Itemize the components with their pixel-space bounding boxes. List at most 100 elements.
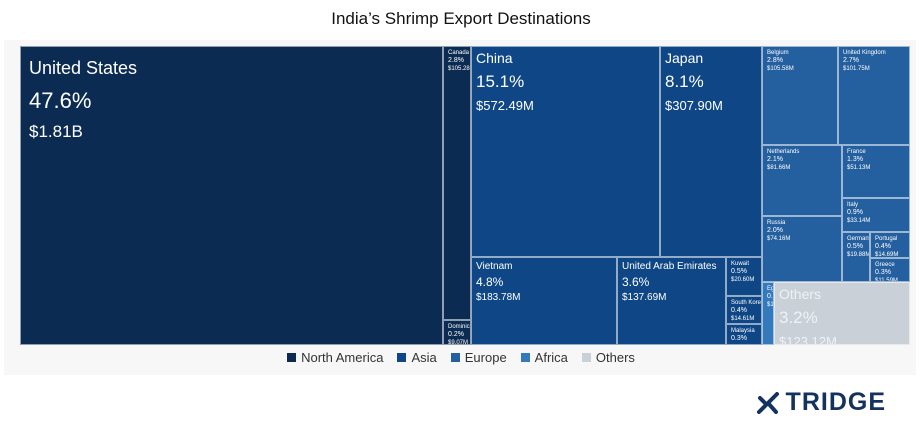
tile-name: China	[476, 50, 513, 66]
tile-value: $51.13M	[847, 164, 871, 171]
tile-share: 0.3%	[875, 269, 891, 277]
tile-share: 0.5%	[731, 268, 747, 276]
tile-share: 3.2%	[779, 307, 818, 327]
tile-value: $183.78M	[476, 292, 521, 304]
tile-name: Germany	[847, 236, 870, 242]
tile-portugal[interactable]: Portugal 0.4% $14.69M	[870, 232, 910, 258]
legend-swatch	[581, 353, 591, 362]
tile-vietnam[interactable]: Vietnam 4.8% $183.78M	[471, 257, 617, 345]
tile-japan[interactable]: Japan 8.1% $307.90M	[660, 46, 762, 257]
tile-value: $123.12M	[779, 334, 837, 345]
tile-name: Others	[779, 286, 822, 302]
tile-value: $307.90M	[665, 98, 723, 114]
tile-share: 2.7%	[843, 57, 859, 65]
tile-share: 3.6%	[622, 275, 650, 289]
tile-others[interactable]: Others 3.2% $123.12M	[774, 282, 910, 345]
tile-italy[interactable]: Italy 0.9% $33.14M	[842, 198, 910, 232]
legend-item[interactable]: Others	[581, 350, 635, 365]
tile-value: $572.49M	[476, 98, 534, 114]
legend-item[interactable]: Asia	[397, 350, 437, 365]
tile-france[interactable]: France 1.3% $51.13M	[842, 145, 910, 198]
tile-name: United States	[29, 58, 138, 78]
tile-name: Canada	[448, 50, 470, 56]
tile-value: $33.14M	[847, 217, 871, 224]
tile-share: 2.0%	[767, 227, 783, 235]
legend-swatch	[287, 353, 297, 362]
tile-kuwait[interactable]: Kuwait 0.5% $20.60M	[726, 257, 762, 296]
tile-share: 15.1%	[476, 71, 525, 91]
tile-share: 0.5%	[847, 243, 863, 251]
tile-value: $11.28M	[731, 344, 757, 345]
tile-name: United Arab Emirates	[622, 261, 717, 272]
tile-name: Portugal	[875, 236, 898, 242]
tile-name: United Kingdom	[843, 50, 886, 56]
tile-value: $74.16M	[767, 235, 791, 242]
legend-label: Africa	[534, 350, 568, 365]
chart-title: India’s Shrimp Export Destinations	[331, 9, 591, 28]
brand-name: TRIDGE	[785, 388, 886, 416]
tile-value: $11.59M	[875, 277, 898, 282]
tile-value: $105.58M	[767, 65, 794, 72]
tile-share: 0.3%	[731, 335, 747, 343]
tile-value: $101.75M	[843, 65, 870, 72]
tile-south-korea[interactable]: South Korea 0.4% $14.61M	[726, 296, 762, 324]
tile-name: France	[847, 149, 866, 155]
tridge-logo: TRIDGE	[756, 388, 886, 417]
tile-united-kingdom[interactable]: United Kingdom 2.7% $101.75M	[838, 46, 910, 145]
tile-name: Netherlands	[767, 149, 800, 155]
tile-share: 2.1%	[767, 156, 783, 164]
legend-label: Europe	[464, 350, 507, 365]
tile-name: Greece	[875, 262, 895, 268]
tile-name: South Korea	[731, 300, 762, 306]
tile-name: Russia	[767, 220, 786, 226]
tile-share: 1.3%	[847, 156, 863, 164]
tile-share: 0.9%	[847, 209, 863, 217]
tile-share: 47.6%	[29, 87, 92, 113]
tile-name: Italy	[847, 202, 859, 208]
tile-greece[interactable]: Greece 0.3% $11.59M	[870, 258, 910, 282]
legend-label: North America	[301, 350, 384, 365]
tile-value: $20.60M	[731, 276, 755, 283]
tile-china[interactable]: China 15.1% $572.49M	[471, 46, 660, 257]
tile-share: 0.3%	[767, 293, 773, 301]
tile-name: Kuwait	[731, 261, 750, 267]
legend-label: Others	[595, 350, 635, 365]
tile-name: Dominican Republic	[448, 324, 470, 330]
legend-item[interactable]: North America	[287, 350, 383, 365]
tridge-logo-icon	[756, 391, 779, 414]
tile-share: 2.8%	[448, 57, 464, 65]
tile-value: $81.66M	[767, 164, 791, 171]
tile-dominican-republic[interactable]: Dominican Republic0.2%$9.07M	[443, 320, 471, 345]
legend-swatch	[520, 353, 530, 362]
tile-name: Japan	[665, 50, 704, 66]
legend: North America Asia Europe Africa Others	[0, 350, 922, 365]
tile-egypt[interactable]: Egypt0.3%$10.1M	[762, 282, 774, 345]
tile-value: $137.69M	[622, 292, 667, 304]
tile-name: Egypt	[767, 286, 774, 292]
tile-russia[interactable]: Russia 2.0% $74.16M	[762, 216, 842, 282]
tile-value: $10.1M	[767, 301, 774, 308]
tile-value: $19.88M	[847, 251, 870, 258]
tile-belgium[interactable]: Belgium 2.8% $105.58M	[762, 46, 838, 145]
tile-united-states[interactable]: United States 47.6% $1.81B	[20, 46, 443, 345]
tile-germany[interactable]: Germany 0.5% $19.88M	[842, 232, 870, 282]
treemap: United States 47.6% $1.81B Canada 2.8% $105.2…	[20, 46, 910, 345]
tile-value: $1.81B	[29, 121, 83, 141]
tile-share: 0.2%	[448, 331, 464, 339]
tile-name: Malaysia	[731, 328, 755, 334]
tile-united-arab-emirates[interactable]: United Arab Emirates 3.6% $137.69M	[617, 257, 726, 345]
tile-value: $9.07M	[448, 339, 469, 345]
tile-share: 4.8%	[476, 275, 504, 289]
tile-netherlands[interactable]: Netherlands 2.1% $81.66M	[762, 145, 842, 216]
tile-value: $14.69M	[875, 251, 899, 258]
tile-share: 8.1%	[665, 71, 704, 91]
tile-name: Belgium	[767, 50, 789, 56]
tile-share: 0.4%	[731, 307, 747, 315]
legend-item[interactable]: Africa	[520, 350, 568, 365]
legend-item[interactable]: Europe	[450, 350, 507, 365]
tile-name: Vietnam	[476, 261, 513, 272]
legend-swatch	[450, 353, 460, 362]
legend-label: Asia	[411, 350, 437, 365]
